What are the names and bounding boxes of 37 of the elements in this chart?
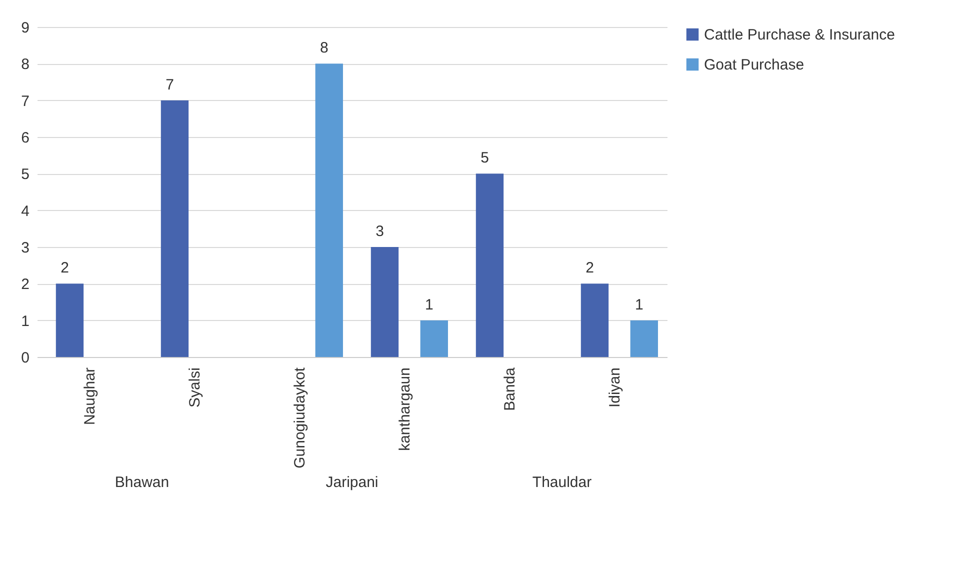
- y-tick-label: 4: [21, 202, 30, 220]
- bar: [420, 320, 448, 357]
- y-tick-label: 3: [21, 240, 30, 256]
- data-label: 8: [320, 40, 328, 57]
- data-label: 2: [586, 260, 594, 277]
- x-tick-label: kanthargaun: [396, 368, 414, 451]
- x-tick-label: Naughar: [82, 368, 98, 426]
- y-tick-label: 1: [21, 312, 30, 330]
- data-label: 5: [480, 150, 489, 167]
- data-label: 1: [635, 296, 644, 314]
- bar: [630, 320, 658, 357]
- bar: [476, 174, 504, 357]
- y-tick-label: 0: [21, 350, 30, 366]
- data-label: 2: [60, 260, 69, 277]
- legend-label: Cattle Purchase & Insurance: [704, 26, 895, 44]
- text: Thauldar: [532, 474, 592, 491]
- y-tick-label: 5: [21, 166, 30, 184]
- bar: [315, 64, 343, 357]
- data-label: 7: [166, 76, 174, 94]
- text: Bhawan: [114, 474, 170, 491]
- y-tick-label: 7: [21, 92, 30, 110]
- bar: [370, 247, 399, 357]
- y-tick-label: 8: [21, 56, 30, 74]
- x-tick-label: Syalsi: [186, 368, 204, 408]
- x-tick-label: Idiyan: [606, 368, 624, 408]
- x-tick-label: Banda: [502, 366, 518, 411]
- bar: [56, 284, 84, 357]
- bar: [160, 100, 189, 357]
- data-label: 3: [376, 223, 384, 240]
- y-tick-label: 6: [21, 130, 30, 146]
- y-tick-label: 9: [21, 20, 30, 36]
- bar: [580, 284, 609, 357]
- y-tick-label: 2: [21, 276, 30, 294]
- x-tick-label: Gunogiudaykot: [292, 366, 308, 468]
- legend-label: Goat Purchase: [704, 56, 804, 74]
- text: Jaripani: [326, 474, 378, 491]
- data-label: 1: [425, 296, 434, 314]
